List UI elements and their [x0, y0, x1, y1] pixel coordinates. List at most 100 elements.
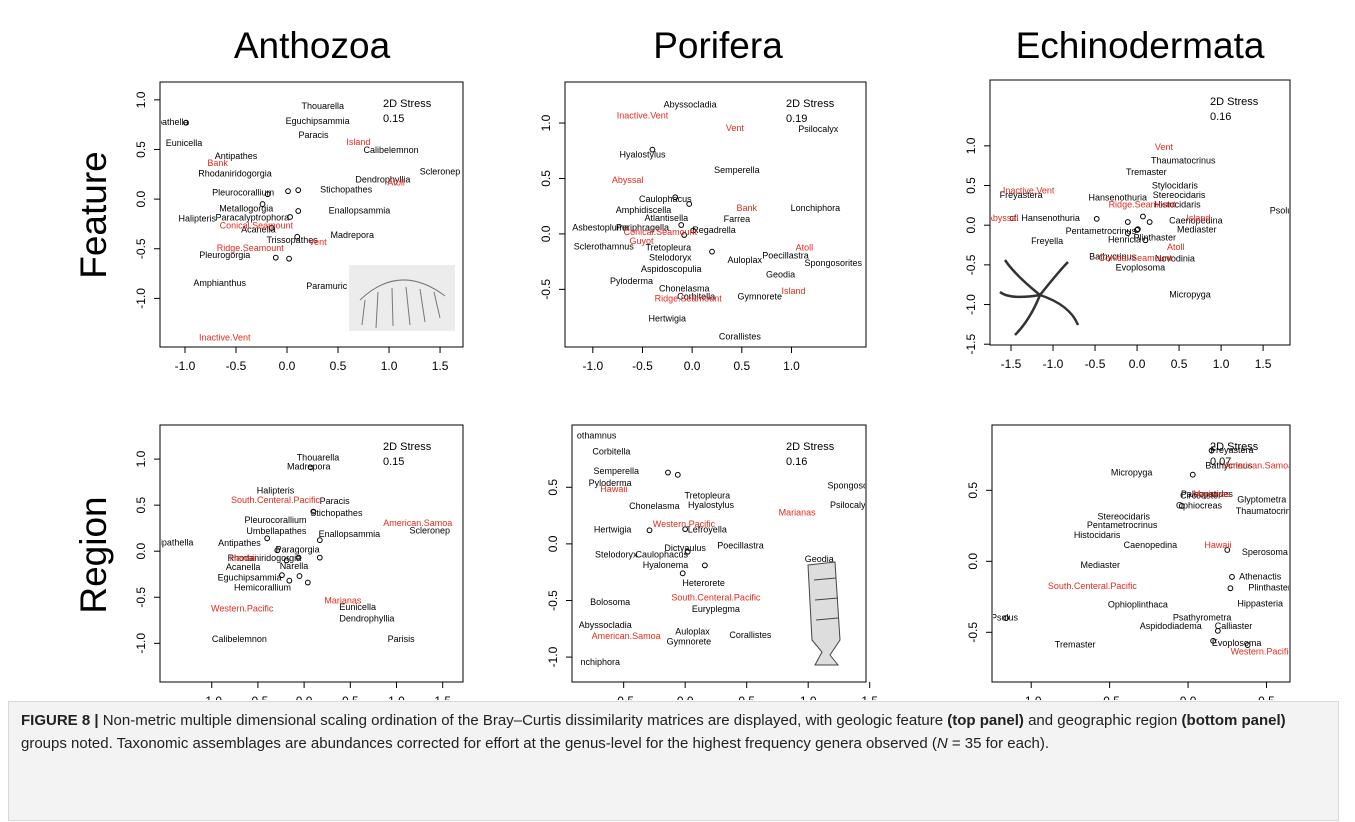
x-tick-label: 0.5	[733, 359, 750, 373]
taxon-label: Plinthaster	[1248, 583, 1291, 593]
taxon-label: Caulophacus	[639, 194, 692, 204]
site-point	[310, 508, 317, 515]
taxon-label: Stelodoryx	[595, 550, 638, 560]
taxon-label: Dendrophyllia	[355, 175, 410, 185]
taxon-label: Tremaster	[1126, 167, 1167, 177]
x-tick-label: 0.0	[677, 694, 694, 700]
taxon-label: Enallopsammia	[319, 529, 381, 539]
taxon-label: Tretopleura	[645, 243, 691, 253]
taxon-label: Mediaster	[1177, 224, 1217, 234]
taxon-label: Antipathes	[215, 151, 258, 161]
y-tick-label: -0.5	[964, 254, 978, 275]
taxon-label: Rhodaniridogorgia	[198, 169, 272, 179]
taxon-label: Paracis	[299, 130, 330, 140]
taxon-label: Ophiocreas	[1176, 500, 1223, 510]
site-point	[1124, 230, 1131, 237]
group-label: Marianas	[1193, 489, 1231, 499]
taxon-label: Heterorete	[682, 578, 725, 588]
group-label: Western.Pacific	[211, 604, 274, 614]
x-tick-label: 1.5	[434, 694, 451, 700]
site-point	[1244, 642, 1251, 648]
taxon-label: Psilocalyx	[798, 124, 839, 134]
group-label: Atoll	[387, 178, 405, 188]
site-point	[264, 191, 271, 198]
taxon-label: Pleurocorallium	[212, 188, 274, 198]
taxon-label: Acanella	[226, 562, 261, 572]
taxon-label: Caenopedina	[1124, 540, 1178, 550]
taxon-label: Plinthaster	[1133, 232, 1176, 242]
taxon-label: Mediaster	[1080, 560, 1120, 570]
stress-label: 2D Stress	[786, 441, 835, 453]
site-point	[701, 562, 708, 569]
x-tick-label: 0.0	[1129, 357, 1146, 371]
taxon-label: Bathycrinus	[1089, 251, 1137, 261]
taxon-label: Thouarella	[297, 453, 340, 463]
taxon-label: Thouarella	[301, 101, 344, 111]
y-tick-label: -0.5	[134, 238, 148, 259]
taxon-label: Madrepora	[331, 230, 375, 240]
taxon-label: Pyloderma	[610, 276, 653, 286]
taxon-label: Dictyaulus	[664, 543, 706, 553]
x-tick-label: 1.0	[388, 694, 405, 700]
site-point	[1134, 227, 1140, 233]
taxon-label: Abyssocladia	[579, 620, 632, 630]
taxon-label: nchiphora	[581, 657, 621, 667]
plot-frame	[159, 424, 464, 683]
taxon-label: Eunicella	[166, 138, 203, 148]
taxon-label: Bolosoma	[590, 597, 630, 607]
taxon-label: Calliaster	[1215, 621, 1253, 631]
taxon-label: Paleopatides	[1181, 489, 1234, 499]
group-label: Ridge.Seamount	[1109, 200, 1177, 210]
taxon-label: Eguchipsammia	[286, 116, 350, 126]
group-label: Island	[346, 137, 370, 147]
y-tick-label: 1.0	[134, 450, 148, 467]
taxon-label: Caenopedina	[1169, 216, 1223, 226]
y-tick-label: -0.5	[539, 279, 553, 300]
site-point	[316, 554, 323, 561]
x-tick-label: 0.0	[279, 359, 296, 373]
y-tick-label: 1.0	[134, 91, 148, 108]
site-point	[279, 572, 285, 579]
x-tick-label: 1.0	[1213, 357, 1230, 371]
group-label: Inactive.Vent	[199, 332, 251, 342]
site-point	[295, 187, 302, 194]
group-label: Abyssal	[987, 213, 1019, 223]
y-tick-label: 0.0	[966, 553, 980, 570]
y-tick-label: -1.5	[964, 334, 978, 355]
stress-label: 2D Stress	[1210, 96, 1259, 108]
taxon-label: Dendrophyllia	[339, 614, 394, 624]
y-tick-label: -0.5	[966, 622, 980, 643]
group-label: American.Samoa	[592, 631, 661, 641]
site-point	[1224, 547, 1231, 553]
group-label: Inactive.Vent	[1003, 185, 1055, 195]
plot-frame	[991, 424, 1291, 683]
group-label: South.Centeral.Pacific	[231, 495, 321, 505]
y-tick-label: 0.0	[134, 190, 148, 207]
site-point	[1124, 219, 1131, 225]
y-tick-label: -1.0	[134, 633, 148, 654]
taxon-label: Corallistes	[719, 331, 762, 341]
taxon-label: Atlantisella	[645, 213, 689, 223]
plot-area: Thouarella Eguchipsammia Paracis Calibelemn…	[161, 101, 460, 342]
y-tick-label: -1.0	[546, 646, 560, 667]
taxon-label: Stichopathes	[310, 508, 363, 518]
taxon-label: Chonelasma	[659, 284, 710, 294]
site-point	[1229, 574, 1235, 580]
taxon-label: Psolus	[1270, 205, 1298, 215]
site-point	[286, 577, 293, 584]
x-tick-label: 1.5	[1255, 357, 1272, 371]
plot-area: Abyssocladia Psilocalyx Hyalostylus Sempere…	[572, 100, 862, 342]
taxon-label: Micropyga	[1169, 289, 1211, 299]
taxon-label: Farrea	[724, 214, 751, 224]
taxon-label: Antipathes	[218, 538, 261, 548]
taxon-label: Abyssocladia	[664, 100, 717, 110]
stress-value: 0.19	[786, 113, 807, 125]
taxon-label: Corallistes	[729, 630, 772, 640]
group-label: American.Samoa	[1224, 461, 1293, 471]
taxon-label: Calibelemnon	[364, 145, 419, 155]
taxon-label: Gymnorete	[737, 291, 782, 301]
caption: FIGURE 8 | Non-metric multiple dimension…	[8, 701, 1339, 821]
taxon-label: Sclerothamnus	[574, 242, 635, 252]
taxon-label: Hyalostylus	[688, 500, 735, 510]
plot-frame	[989, 79, 1291, 346]
